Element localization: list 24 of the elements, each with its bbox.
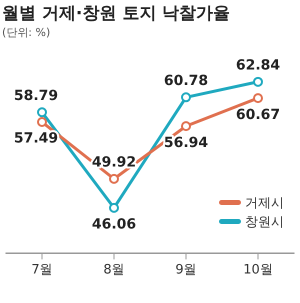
point [181,92,191,102]
point [37,117,47,128]
point [253,76,263,87]
data-label: 49.92 [92,154,136,171]
point [109,202,119,213]
point [37,107,47,118]
point [109,174,119,184]
data-label: 60.78 [164,72,208,89]
data-label: 57.49 [14,130,58,147]
data-label: 60.67 [236,106,280,123]
data-label: 46.06 [92,216,136,233]
data-label: 58.79 [14,88,58,104]
data-label: 56.94 [164,134,208,151]
point [253,93,263,104]
x-tick-label: 9월 [175,262,197,278]
x-tick-label: 8월 [103,262,125,278]
point [181,121,191,132]
legend-label: 거제시 [245,194,284,212]
x-tick-label: 7월 [31,262,53,278]
x-tick-label: 10월 [243,262,273,278]
legend-label: 창원시 [245,214,284,231]
chart-subtitle: (단위: %) [2,26,50,39]
chart-title: 월별 거제·창원 토지 낙찰가율 [2,4,230,24]
data-label: 62.84 [236,57,280,74]
